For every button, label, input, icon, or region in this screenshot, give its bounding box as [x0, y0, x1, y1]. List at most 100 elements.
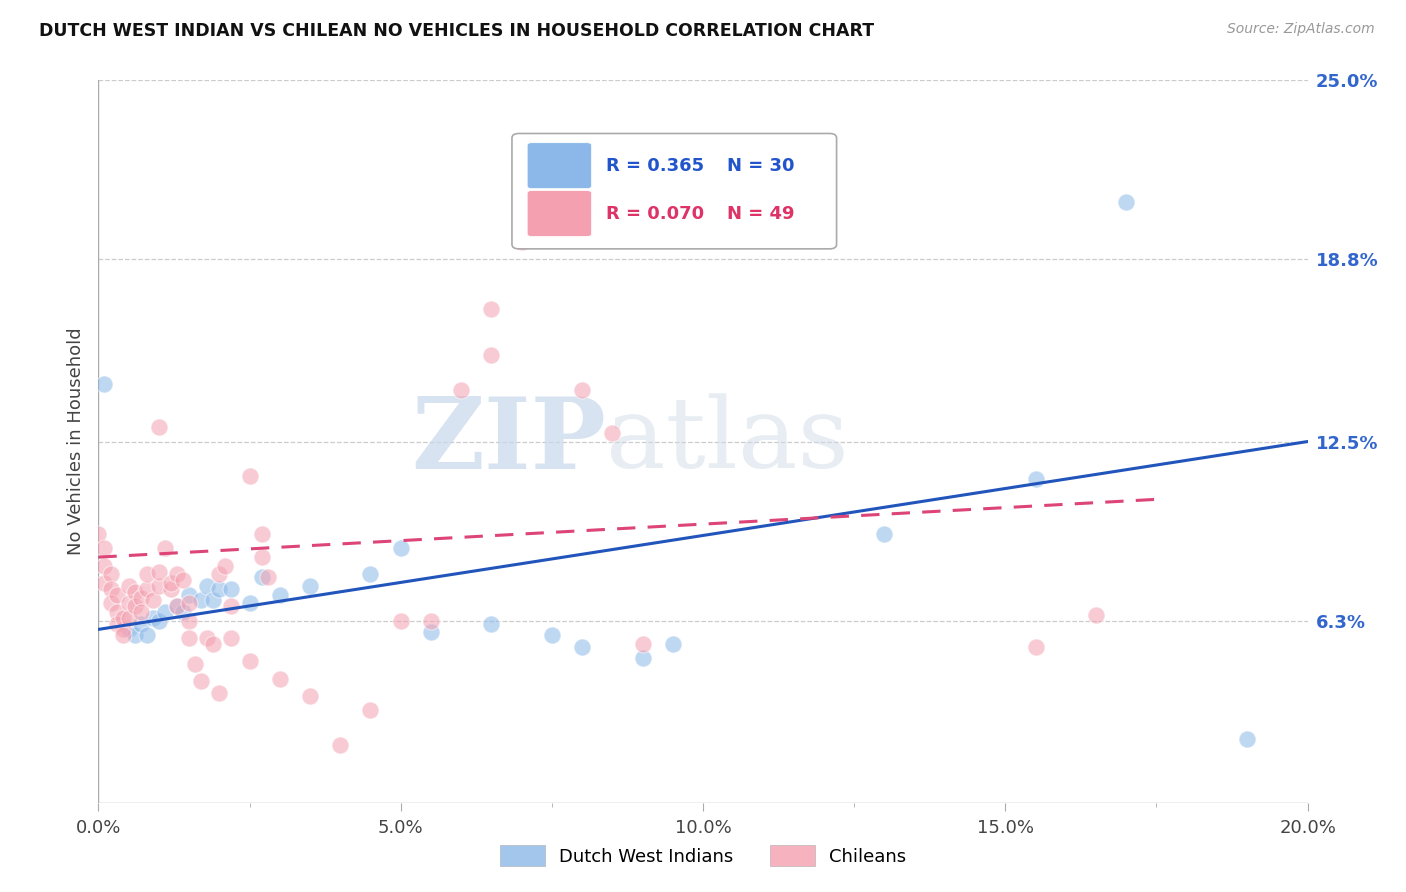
Point [142, 593, 165, 607]
Point [195, 579, 218, 593]
Point [135, 567, 157, 582]
Point [250, 570, 273, 584]
Point [571, 640, 593, 654]
Point [299, 689, 322, 703]
Point [510, 235, 533, 249]
Point [129, 605, 152, 619]
Point [172, 574, 194, 588]
Text: R = 0.070: R = 0.070 [606, 204, 704, 222]
Text: R = 0.365: R = 0.365 [606, 157, 704, 175]
Point [208, 567, 231, 582]
Point [105, 588, 128, 602]
Point [124, 628, 146, 642]
Point [190, 674, 212, 689]
Point [190, 593, 212, 607]
Point [540, 628, 562, 642]
Point [250, 550, 273, 565]
Point [148, 579, 170, 593]
Point [420, 625, 443, 640]
Point [135, 628, 157, 642]
Point [166, 599, 188, 614]
Point [179, 588, 201, 602]
Point [118, 623, 141, 637]
Point [184, 657, 207, 671]
Point [129, 591, 152, 605]
Point [105, 616, 128, 631]
Point [135, 582, 157, 596]
Point [1024, 640, 1046, 654]
Point [100, 596, 122, 610]
Point [118, 611, 141, 625]
Point [118, 596, 141, 610]
Point [172, 605, 194, 619]
Point [179, 596, 201, 610]
Point [631, 637, 654, 651]
Point [100, 582, 122, 596]
Point [299, 579, 322, 593]
Point [873, 527, 896, 541]
Point [360, 567, 382, 582]
Point [1236, 732, 1258, 747]
Point [87, 527, 110, 541]
Point [239, 596, 262, 610]
Text: ZIP: ZIP [412, 393, 606, 490]
Point [179, 631, 201, 645]
Point [450, 383, 472, 397]
Point [481, 348, 503, 362]
Point [329, 738, 352, 752]
Point [1024, 472, 1046, 486]
Point [93, 576, 115, 591]
Point [111, 623, 134, 637]
Point [661, 637, 683, 651]
Point [420, 614, 443, 628]
Point [1115, 194, 1137, 209]
Y-axis label: No Vehicles in Household: No Vehicles in Household [66, 327, 84, 556]
Point [118, 579, 141, 593]
Point [389, 614, 412, 628]
Point [124, 599, 146, 614]
Point [389, 541, 412, 556]
Legend: Dutch West Indians, Chileans: Dutch West Indians, Chileans [499, 846, 907, 866]
Point [208, 686, 231, 700]
Point [481, 301, 503, 316]
Point [179, 614, 201, 628]
Point [153, 605, 176, 619]
Text: Source: ZipAtlas.com: Source: ZipAtlas.com [1227, 22, 1375, 37]
Point [129, 616, 152, 631]
Point [481, 616, 503, 631]
Point [166, 567, 188, 582]
Point [105, 605, 128, 619]
Point [214, 558, 236, 573]
Point [239, 469, 262, 483]
Point [153, 541, 176, 556]
Point [239, 654, 262, 668]
Point [111, 628, 134, 642]
Point [221, 631, 243, 645]
Point [166, 599, 188, 614]
Point [256, 570, 278, 584]
Point [202, 593, 225, 607]
Point [208, 582, 231, 596]
Point [360, 703, 382, 717]
Point [148, 420, 170, 434]
Point [221, 582, 243, 596]
Point [93, 558, 115, 573]
Point [195, 631, 218, 645]
Point [571, 383, 593, 397]
Point [124, 584, 146, 599]
Point [148, 565, 170, 579]
Point [111, 611, 134, 625]
Point [221, 599, 243, 614]
Point [93, 376, 115, 391]
Point [142, 611, 165, 625]
Point [202, 637, 225, 651]
Point [160, 576, 183, 591]
Text: DUTCH WEST INDIAN VS CHILEAN NO VEHICLES IN HOUSEHOLD CORRELATION CHART: DUTCH WEST INDIAN VS CHILEAN NO VEHICLES… [39, 22, 875, 40]
Text: N = 30: N = 30 [727, 157, 794, 175]
Point [250, 527, 273, 541]
Point [100, 567, 122, 582]
Point [269, 588, 291, 602]
Text: N = 49: N = 49 [727, 204, 794, 222]
Text: atlas: atlas [606, 393, 849, 490]
Point [148, 614, 170, 628]
